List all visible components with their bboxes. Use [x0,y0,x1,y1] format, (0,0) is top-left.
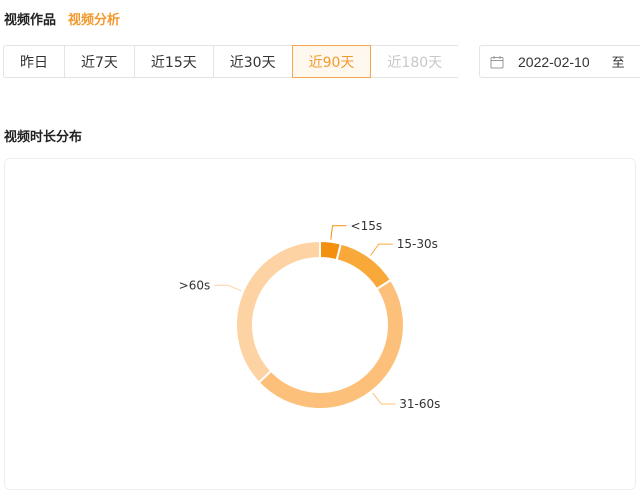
leader-line [330,225,347,240]
calendar-icon [490,55,504,69]
range-button-90-days[interactable]: 近90天 [291,45,372,78]
tab-video-works[interactable]: 视频作品 [4,13,57,28]
range-button-7-days[interactable]: 近7天 [64,45,135,78]
leader-line [214,284,242,292]
date-picker[interactable]: 2022-02-10 至 [479,45,640,78]
donut-slice-31-60s[interactable] [257,278,405,410]
tab-video-analysis[interactable]: 视频分析 [68,13,121,28]
slice-label: >60s [179,278,211,292]
chart-card: <15s 15-30s 31-60s >60s [4,158,636,490]
date-separator: 至 [611,56,625,71]
range-button-180-days: 近180天 [370,45,459,78]
slice-label: 31-60s [399,397,440,411]
range-button-30-days[interactable]: 近30天 [212,45,293,78]
leader-line [372,392,396,405]
slice-label: <15s [351,219,383,233]
range-button-15-days[interactable]: 近15天 [133,45,214,78]
date-range-selector: 昨日 近7天 近15天 近30天 近90天 近180天 [3,45,459,78]
donut-slice-15-30s[interactable] [335,242,393,291]
leader-line [370,243,393,256]
section-title: 视频时长分布 [4,130,83,145]
donut-slice-60s[interactable] [235,239,321,384]
date-start-value[interactable]: 2022-02-10 [518,53,590,70]
top-tabs: 视频作品 视频分析 [4,9,120,28]
duration-donut-chart: <15s 15-30s 31-60s >60s [179,219,441,411]
range-button-yesterday[interactable]: 昨日 [3,45,65,78]
slice-label: 15-30s [397,237,438,251]
